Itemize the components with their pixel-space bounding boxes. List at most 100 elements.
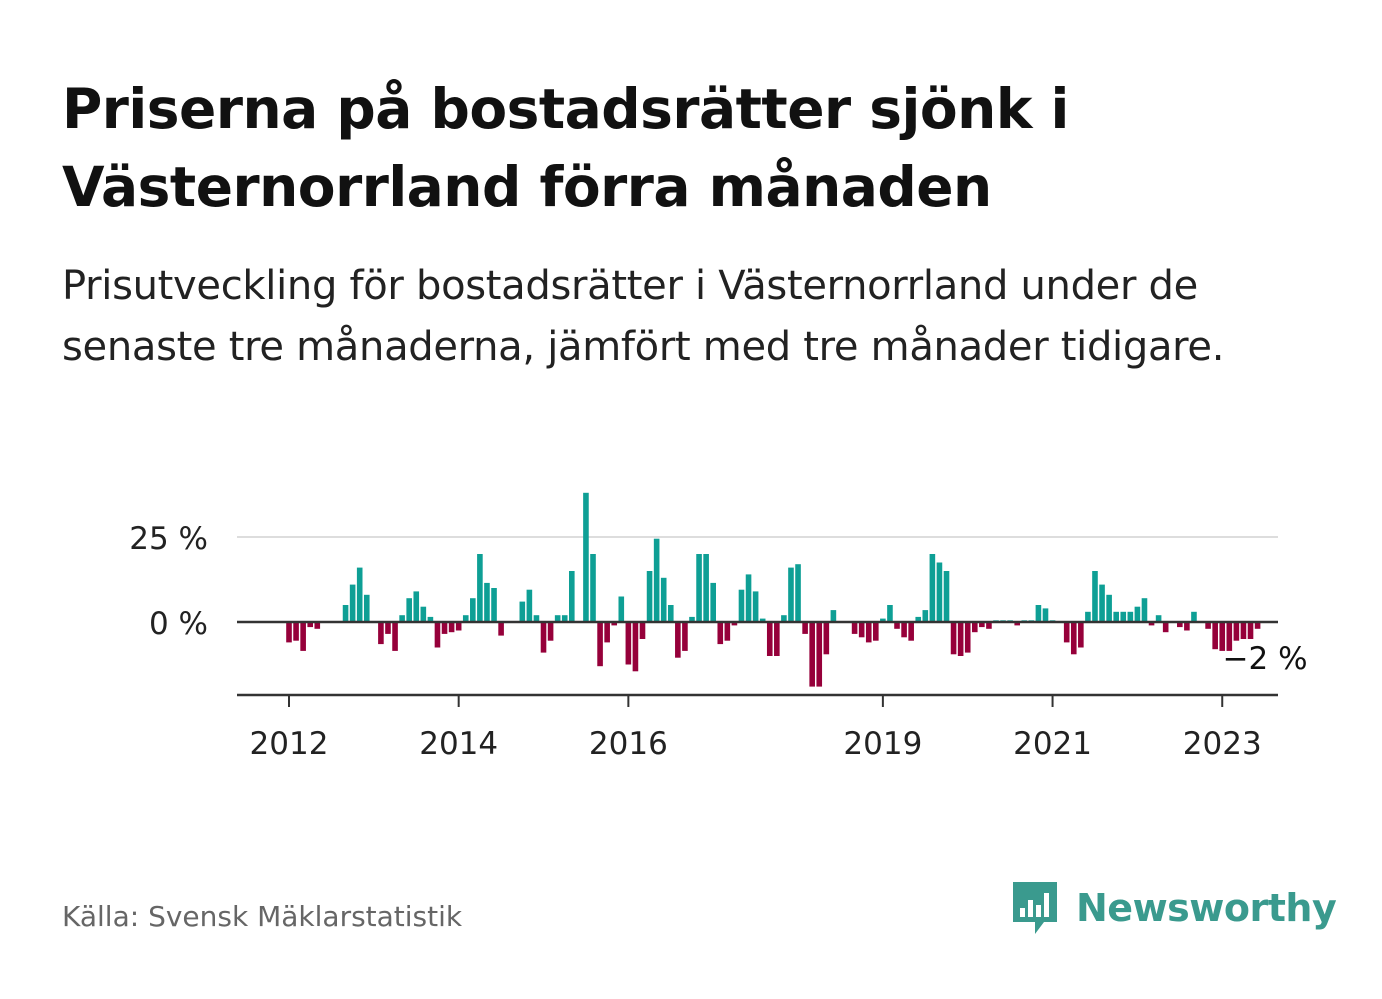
bar — [1063, 622, 1070, 643]
bar — [533, 615, 540, 622]
bar — [1247, 622, 1254, 639]
bar — [858, 622, 865, 638]
bar — [293, 622, 299, 641]
bar — [349, 584, 356, 622]
bar — [880, 618, 886, 622]
bar — [957, 622, 964, 656]
x-tick-label: 2023 — [1183, 726, 1262, 762]
bar — [625, 622, 632, 665]
bar — [915, 616, 922, 622]
bar — [385, 622, 391, 634]
bar — [519, 601, 526, 622]
bar — [547, 622, 554, 641]
bar — [307, 622, 314, 628]
bar — [639, 622, 646, 639]
bar — [342, 605, 349, 622]
bar — [399, 615, 405, 622]
bar — [1205, 622, 1211, 629]
bar — [1106, 594, 1112, 622]
bar — [1120, 611, 1127, 622]
bar — [830, 610, 837, 622]
bar — [675, 622, 681, 658]
y-tick-label: 25 % — [129, 521, 208, 557]
source-note: Källa: Svensk Mäklarstatistik — [62, 900, 463, 933]
bar — [1191, 611, 1197, 622]
bar — [477, 554, 483, 622]
bar — [873, 622, 879, 641]
bar — [484, 582, 490, 622]
bar — [660, 577, 667, 622]
bar — [731, 622, 738, 626]
bar — [1177, 622, 1183, 628]
bar — [964, 622, 971, 653]
tick-labels: 0 % 25 % 2012 2014 2016 2019 2021 2023 −2 % — [129, 521, 1307, 762]
bar — [1127, 611, 1134, 622]
axes — [237, 620, 1278, 707]
bar — [434, 622, 441, 648]
bar — [392, 622, 398, 651]
bar — [378, 622, 384, 645]
bar — [986, 622, 992, 629]
x-tick-label: 2014 — [419, 726, 498, 762]
bar — [1113, 611, 1119, 622]
bar — [1155, 615, 1162, 622]
bar — [427, 616, 434, 622]
bar — [717, 622, 724, 645]
bar — [604, 622, 610, 643]
last-value-label: −2 % — [1223, 641, 1308, 677]
bar — [406, 598, 412, 622]
bar — [455, 622, 462, 631]
x-tick-label: 2019 — [843, 726, 922, 762]
bar — [526, 589, 533, 622]
bar — [632, 622, 639, 672]
bar — [752, 591, 759, 622]
bar-series — [286, 492, 1261, 687]
bar — [561, 615, 568, 622]
bar — [491, 588, 497, 622]
bar — [1092, 571, 1098, 622]
bar — [738, 589, 745, 622]
bar — [1148, 622, 1155, 626]
bar — [809, 622, 815, 687]
x-tick-label: 2021 — [1013, 726, 1092, 762]
bar — [1212, 622, 1218, 650]
bar — [788, 567, 794, 622]
y-tick-label: 0 % — [149, 606, 208, 642]
bar — [689, 616, 695, 622]
bar — [710, 582, 716, 622]
x-tick-label: 2012 — [250, 726, 329, 762]
bar — [1085, 611, 1091, 622]
bar — [554, 615, 561, 622]
bar — [286, 622, 292, 643]
bar — [540, 622, 547, 653]
bar — [1035, 605, 1042, 622]
bar — [363, 594, 370, 622]
bar — [865, 622, 872, 643]
brand-logo[interactable]: Newsworthy — [1010, 878, 1337, 938]
bar — [618, 596, 625, 622]
bar — [971, 622, 978, 633]
bar — [950, 622, 957, 655]
chart-subtitle: Prisutveckling för bostadsrätter i Väste… — [62, 263, 1225, 370]
bar — [569, 571, 575, 622]
bar — [1134, 606, 1141, 622]
bar — [795, 564, 801, 622]
bar — [774, 622, 780, 656]
bar — [1219, 622, 1226, 651]
bar — [724, 622, 731, 641]
chart-title: Priserna på bostadsrätter sjönk i Väster… — [62, 77, 1069, 219]
bar — [1226, 622, 1233, 651]
bar — [823, 622, 830, 655]
bar — [1233, 622, 1240, 641]
bar — [887, 605, 893, 622]
x-tick-label: 2016 — [589, 726, 668, 762]
bar — [653, 538, 660, 622]
bar — [314, 622, 321, 629]
bar — [1014, 622, 1021, 626]
bar — [611, 622, 618, 626]
bar — [583, 492, 589, 622]
bar — [300, 622, 306, 651]
bar — [894, 622, 900, 629]
bar — [802, 622, 808, 634]
bar — [816, 622, 823, 687]
